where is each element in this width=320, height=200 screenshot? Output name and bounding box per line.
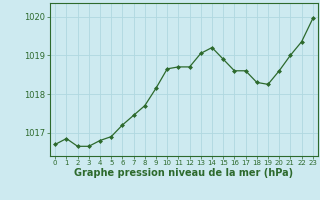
X-axis label: Graphe pression niveau de la mer (hPa): Graphe pression niveau de la mer (hPa) [75, 168, 293, 178]
